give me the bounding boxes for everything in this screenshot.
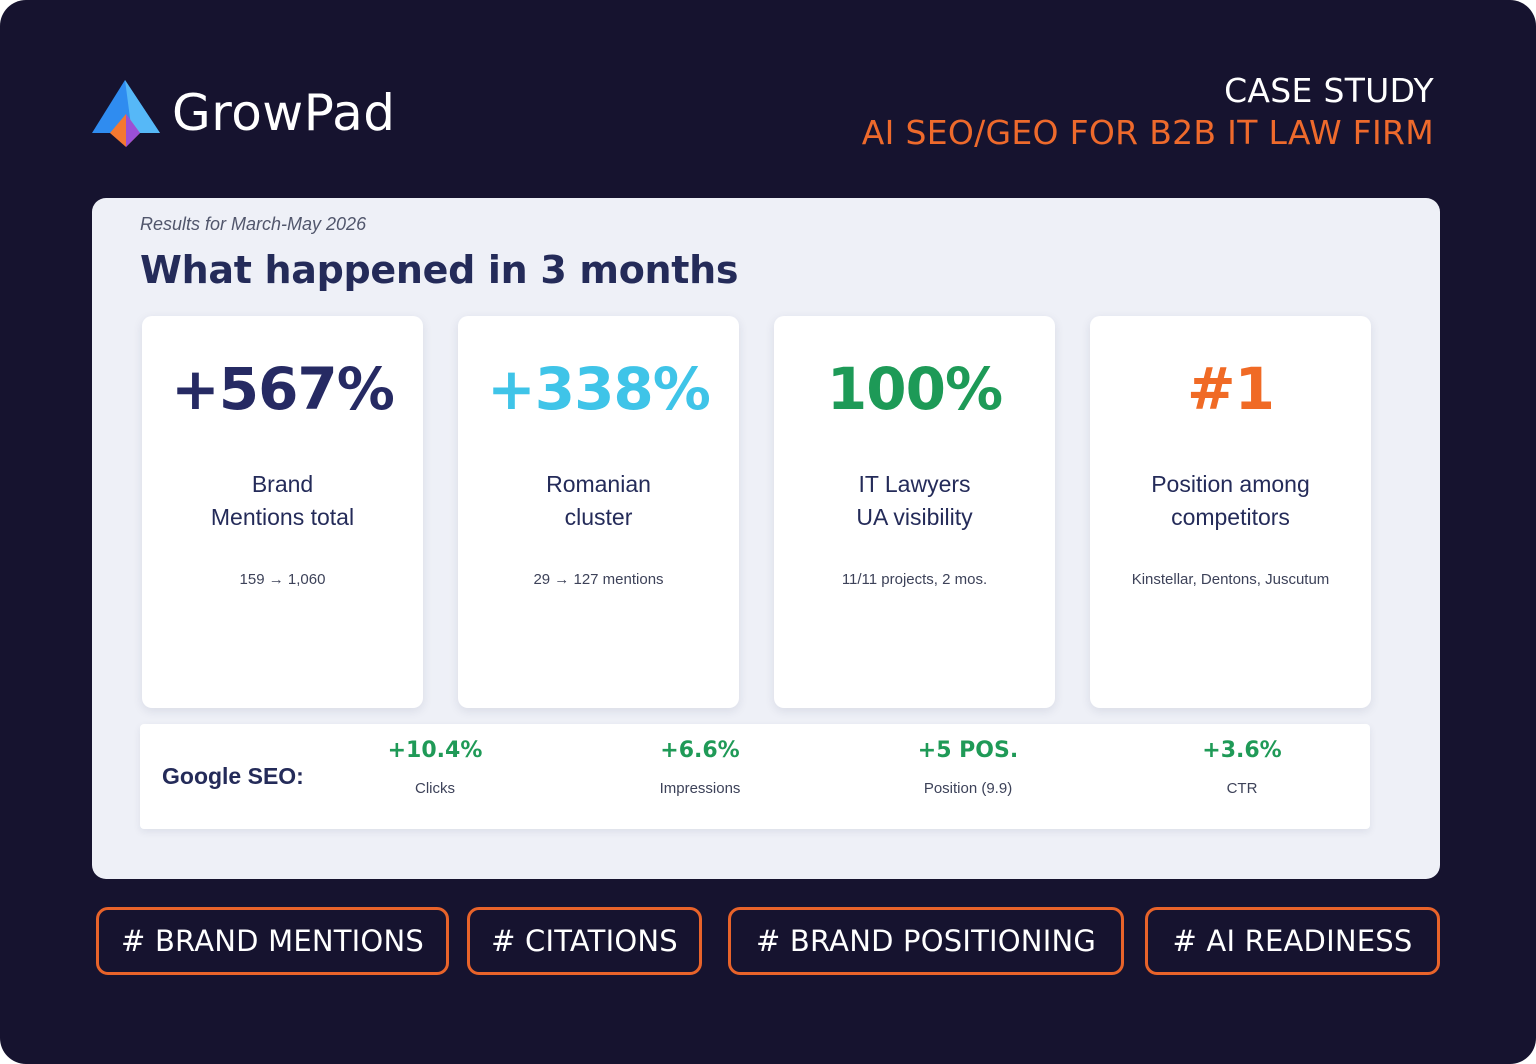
stat-card-competitor-position: #1 Position among competitors Kinstellar…: [1090, 316, 1371, 708]
seo-metric-ctr: +3.6% CTR: [1142, 738, 1342, 798]
stat-label: Romanian cluster: [478, 468, 719, 534]
tag-citations[interactable]: # CITATIONS: [467, 907, 702, 975]
seo-metric-value: +6.6%: [660, 738, 740, 763]
stat-label-line: competitors: [1171, 504, 1290, 530]
stat-label: IT Lawyers UA visibility: [794, 468, 1035, 534]
stat-label-line: cluster: [564, 504, 633, 530]
google-seo-bar: Google SEO: +10.4% Clicks +6.6% Impressi…: [140, 724, 1370, 829]
stat-detail: 29 → 127 mentions: [533, 571, 664, 588]
seo-metric-value: +5 POS.: [917, 738, 1019, 763]
growpad-logo: GrowPad: [92, 78, 395, 148]
seo-metric-label: Position (9.9): [923, 780, 1013, 797]
stat-label-line: Mentions total: [210, 504, 355, 530]
stat-label-line: IT Lawyers: [858, 471, 971, 497]
stat-detail: 159 → 1,060: [239, 571, 326, 588]
tag-ai-readiness[interactable]: # AI READINESS: [1145, 907, 1440, 975]
stat-label-line: UA visibility: [856, 504, 973, 530]
stat-label-line: Brand: [251, 471, 314, 497]
seo-metric-label: Clicks: [415, 780, 455, 797]
seo-metric-value: +3.6%: [1202, 738, 1282, 763]
growpad-logo-icon: [92, 80, 160, 147]
results-panel: Results for March-May 2026 What happened…: [92, 198, 1440, 879]
google-seo-label: Google SEO:: [162, 763, 304, 789]
seo-metric-impressions: +6.6% Impressions: [600, 738, 800, 798]
tag-brand-positioning[interactable]: # BRAND POSITIONING: [728, 907, 1124, 975]
results-period: Results for March-May 2026: [140, 214, 367, 234]
case-study-subtitle: AI SEO/GEO FOR B2B IT LAW FIRM: [861, 113, 1434, 152]
stat-value: +567%: [171, 355, 395, 423]
results-headline: What happened in 3 months: [140, 248, 739, 292]
stat-label: Brand Mentions total: [162, 468, 403, 534]
stat-detail: Kinstellar, Dentons, Juscutum: [1131, 571, 1330, 588]
brand-name: GrowPad: [172, 84, 396, 142]
stat-label-line: Position among: [1151, 471, 1310, 497]
seo-metric-label: CTR: [1226, 780, 1258, 797]
stat-detail: 11/11 projects, 2 mos.: [841, 571, 988, 588]
stat-value: 100%: [826, 355, 1003, 423]
seo-metric-label: Impressions: [659, 780, 741, 797]
stat-label: Position among competitors: [1110, 468, 1351, 534]
stat-card-brand-mentions: +567% Brand Mentions total 159 → 1,060: [142, 316, 423, 708]
stat-card-ua-visibility: 100% IT Lawyers UA visibility 11/11 proj…: [774, 316, 1055, 708]
seo-metric-value: +10.4%: [387, 738, 483, 763]
tag-brand-mentions[interactable]: # BRAND MENTIONS: [96, 907, 449, 975]
stat-card-romanian-cluster: +338% Romanian cluster 29 → 127 mentions: [458, 316, 739, 708]
stat-value: +338%: [487, 355, 711, 423]
seo-metric-clicks: +10.4% Clicks: [335, 738, 535, 798]
stat-value: #1: [1187, 355, 1275, 423]
stat-label-line: Romanian: [546, 471, 651, 497]
seo-metric-position: +5 POS. Position (9.9): [868, 738, 1068, 798]
case-study-title: CASE STUDY: [1224, 71, 1434, 110]
